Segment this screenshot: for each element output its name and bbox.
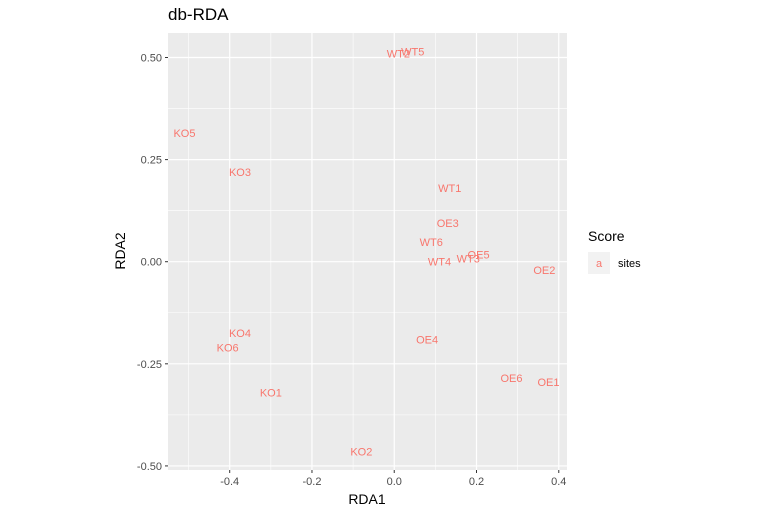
- x-tick-label: 0.0: [387, 476, 402, 488]
- site-label-ko5: KO5: [173, 128, 195, 140]
- chart-title: db-RDA: [168, 5, 229, 24]
- legend: Score a sites: [588, 228, 641, 274]
- site-label-wt4: WT4: [428, 257, 451, 269]
- y-axis-title: RDA2: [112, 232, 128, 270]
- legend-key-glyph: a: [596, 258, 603, 270]
- site-label-oe4: OE4: [416, 334, 438, 346]
- y-tick-label: 0.00: [141, 257, 162, 269]
- y-tick-label: -0.25: [137, 359, 162, 371]
- legend-entry-sites: sites: [618, 258, 641, 270]
- site-label-ko2: KO2: [350, 447, 372, 459]
- x-tick-label: -0.4: [220, 476, 239, 488]
- site-label-wt2: WT2: [387, 48, 410, 60]
- site-label-oe6: OE6: [500, 373, 522, 385]
- x-axis-title: RDA1: [348, 491, 386, 507]
- x-tick-label: 0.4: [551, 476, 566, 488]
- x-axis: -0.4 -0.2 0.0 0.2 0.4: [220, 470, 566, 488]
- legend-title: Score: [588, 228, 625, 244]
- site-label-wt1: WT1: [438, 183, 461, 195]
- site-label-ko6: KO6: [217, 342, 239, 354]
- site-label-ko4: KO4: [229, 328, 251, 340]
- y-tick-label: -0.50: [137, 461, 162, 473]
- site-label-wt3: WT3: [457, 253, 480, 265]
- x-tick-label: -0.2: [302, 476, 321, 488]
- site-label-oe2: OE2: [533, 265, 555, 277]
- legend-key: [588, 252, 610, 274]
- site-label-ko3: KO3: [229, 167, 251, 179]
- site-label-ko1: KO1: [260, 387, 282, 399]
- site-label-wt5: WT5: [401, 46, 424, 58]
- y-axis: -0.50 -0.25 0.00 0.25 0.50: [137, 53, 168, 473]
- site-label-oe3: OE3: [437, 218, 459, 230]
- y-tick-label: 0.25: [141, 155, 162, 167]
- major-gridlines: [168, 33, 567, 470]
- site-label-oe1: OE1: [537, 377, 559, 389]
- x-tick-label: 0.2: [469, 476, 484, 488]
- site-label-oe5: OE5: [468, 249, 490, 261]
- y-tick-label: 0.50: [141, 53, 162, 65]
- minor-gridlines: [168, 33, 567, 470]
- site-label-wt6: WT6: [420, 237, 443, 249]
- plot-panel: [168, 33, 567, 470]
